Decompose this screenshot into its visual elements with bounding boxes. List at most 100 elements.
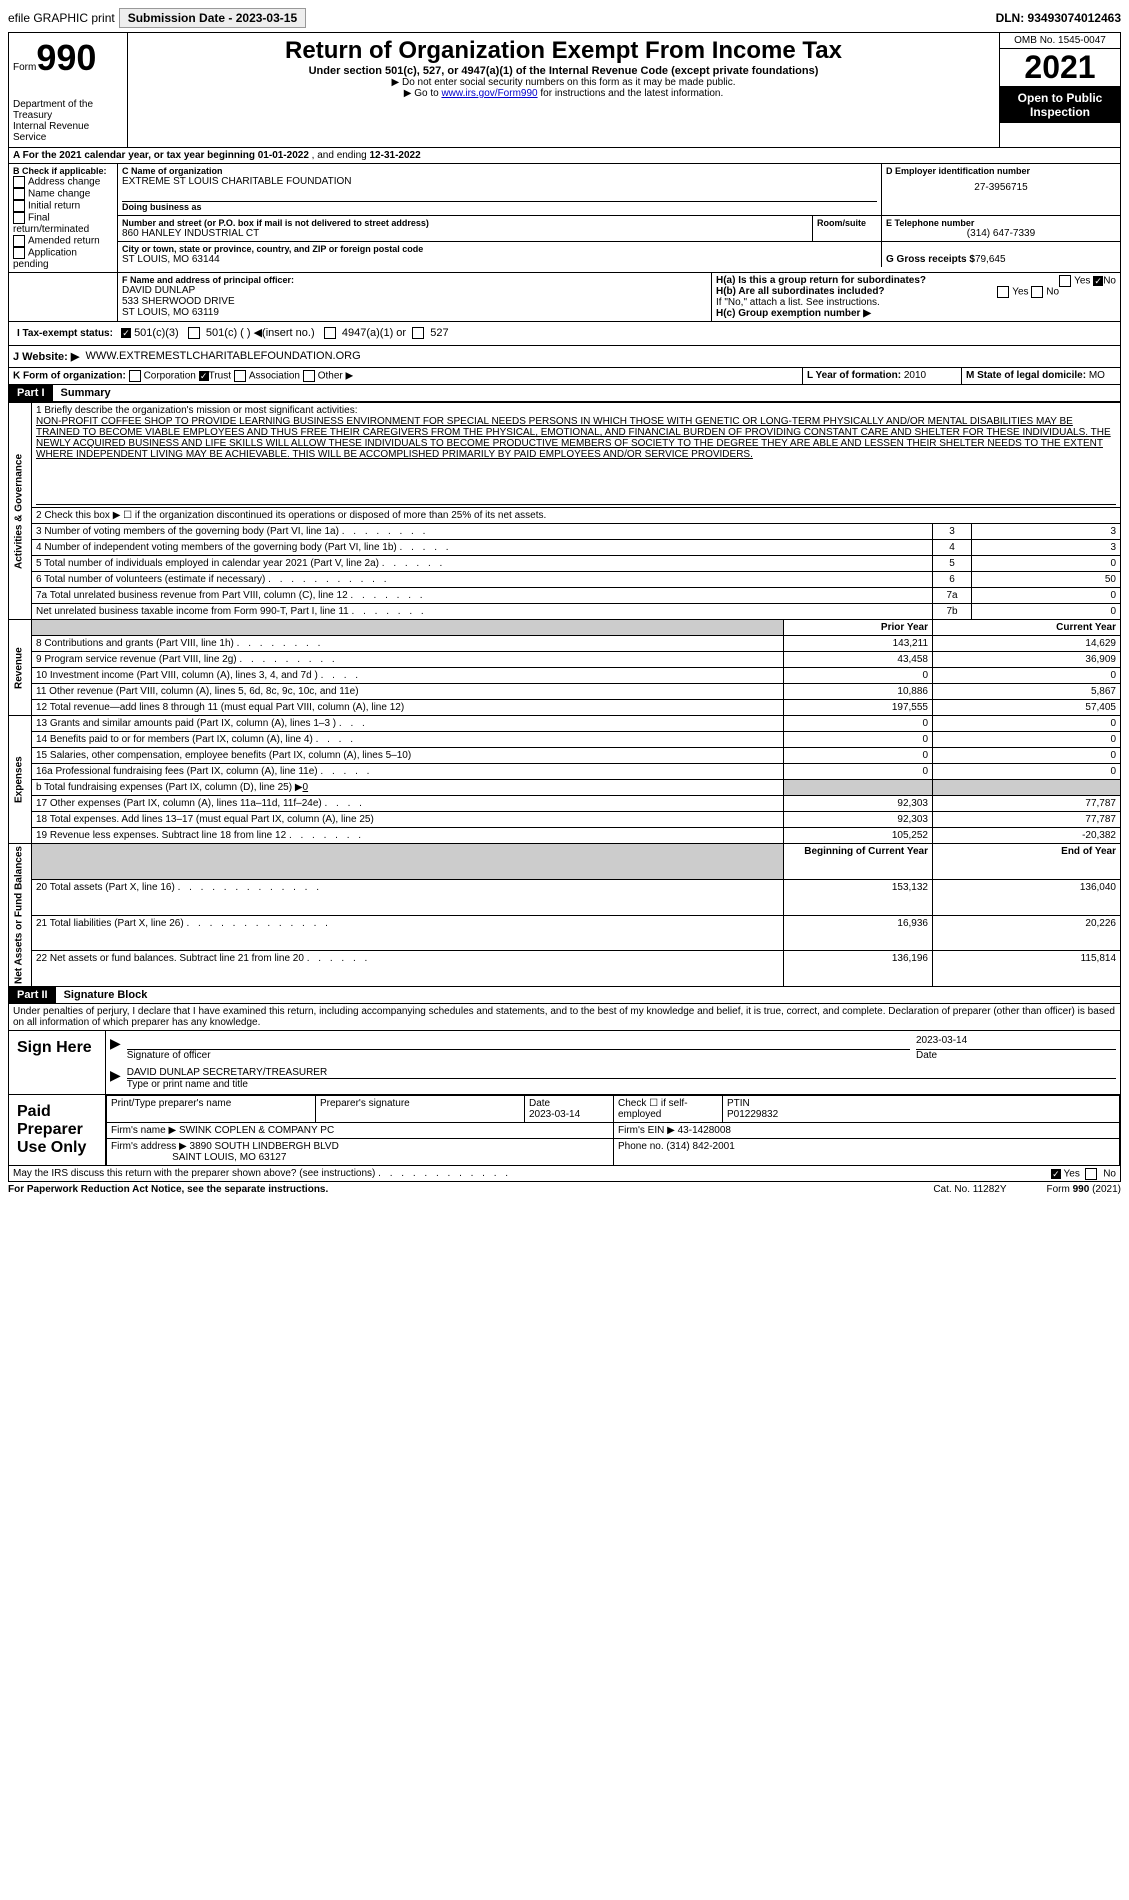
pra-notice: For Paperwork Reduction Act Notice, see … xyxy=(8,1184,328,1195)
box-c: C Name of organization EXTREME ST LOUIS … xyxy=(118,164,1120,272)
line12-cy: 57,405 xyxy=(933,700,1121,716)
subtitle-1: Under section 501(c), 527, or 4947(a)(1)… xyxy=(132,65,995,77)
section-klm: K Form of organization: Corporation ✓Tru… xyxy=(8,368,1121,385)
cb-final[interactable] xyxy=(13,212,25,224)
cb-assoc[interactable] xyxy=(234,370,246,382)
line15-py: 0 xyxy=(784,748,933,764)
end-date: 12-31-2022 xyxy=(370,150,421,161)
line18-cy: 77,787 xyxy=(933,812,1121,828)
f-label: F Name and address of principal officer: xyxy=(122,275,707,285)
opt-corp: Corporation xyxy=(144,371,196,382)
section-fh: F Name and address of principal officer:… xyxy=(8,273,1121,322)
cb-ha-no[interactable]: ✓ xyxy=(1093,276,1103,286)
cb-name-change[interactable] xyxy=(13,188,25,200)
e-label: E Telephone number xyxy=(886,218,1116,228)
line11-py: 10,886 xyxy=(784,684,933,700)
line21-py: 16,936 xyxy=(784,915,933,951)
cb-discuss-yes[interactable]: ✓ xyxy=(1051,1169,1061,1179)
line17-py: 92,303 xyxy=(784,796,933,812)
line3-val: 3 xyxy=(972,524,1121,540)
irs-label: Internal Revenue Service xyxy=(13,121,123,143)
line22-py: 136,196 xyxy=(784,951,933,987)
line5-num: 5 xyxy=(933,556,972,572)
k-label: K Form of organization: xyxy=(13,371,126,382)
cb-527[interactable] xyxy=(412,327,424,339)
officer-addr1: 533 SHERWOOD DRIVE xyxy=(122,296,707,307)
officer-sig-name: DAVID DUNLAP SECRETARY/TREASURER xyxy=(127,1067,1116,1079)
paid-preparer-label: Paid Preparer Use Only xyxy=(9,1095,105,1165)
form-990: 990 xyxy=(36,37,96,78)
firm-addr1: 3890 SOUTH LINDBERGH BLVD xyxy=(190,1141,339,1152)
opt-assoc: Association xyxy=(249,371,300,382)
room-label: Room/suite xyxy=(817,218,866,228)
signature-label: Signature of officer xyxy=(127,1050,910,1061)
line7a-text: 7a Total unrelated business revenue from… xyxy=(36,590,348,601)
summary-table: Activities & Governance 1 Briefly descri… xyxy=(8,402,1121,987)
irs-link[interactable]: www.irs.gov/Form990 xyxy=(441,88,537,99)
name-label: Type or print name and title xyxy=(127,1079,1116,1090)
j-label: J Website: ▶ xyxy=(13,350,79,363)
ein-label: Firm's EIN ▶ xyxy=(618,1125,675,1136)
line5-text: 5 Total number of individuals employed i… xyxy=(36,558,379,569)
line11-cy: 5,867 xyxy=(933,684,1121,700)
firm-addr-label: Firm's address ▶ xyxy=(111,1141,187,1152)
line21-text: 21 Total liabilities (Part X, line 26) xyxy=(36,918,184,929)
d-label: D Employer identification number xyxy=(886,166,1116,176)
cb-pending[interactable] xyxy=(13,247,25,259)
line7a-num: 7a xyxy=(933,588,972,604)
top-bar: efile GRAPHIC print Submission Date - 20… xyxy=(8,8,1121,28)
ein-value: 27-3956715 xyxy=(886,182,1116,193)
line14-cy: 0 xyxy=(933,732,1121,748)
side-expenses: Expenses xyxy=(9,716,32,844)
c-label: C Name of organization xyxy=(122,166,877,176)
line10-py: 0 xyxy=(784,668,933,684)
street-value: 860 HANLEY INDUSTRIAL CT xyxy=(122,228,808,239)
cb-501c3[interactable]: ✓ xyxy=(121,328,131,338)
form-number-block: Form990 Department of the Treasury Inter… xyxy=(9,33,128,147)
h-a: H(a) Is this a group return for subordin… xyxy=(716,275,1116,286)
cb-address-change[interactable] xyxy=(13,176,25,188)
cb-4947[interactable] xyxy=(324,327,336,339)
cb-hb-yes[interactable] xyxy=(997,286,1009,298)
date-label: Date xyxy=(916,1050,1116,1061)
col-current-year: Current Year xyxy=(933,620,1121,636)
efile-label: efile GRAPHIC print xyxy=(8,11,115,25)
firm-phone-label: Phone no. xyxy=(618,1141,664,1152)
cb-trust[interactable]: ✓ xyxy=(199,371,209,381)
cb-amended[interactable] xyxy=(13,235,25,247)
part1-header: Part I Summary xyxy=(8,385,1121,402)
form-word: Form xyxy=(13,62,36,73)
dba-label: Doing business as xyxy=(122,202,202,212)
cb-other[interactable] xyxy=(303,370,315,382)
perjury-text: Under penalties of perjury, I declare th… xyxy=(8,1004,1121,1031)
cb-hb-no[interactable] xyxy=(1031,286,1043,298)
firm-name: SWINK COPLEN & COMPANY PC xyxy=(179,1125,334,1136)
l-label: L Year of formation: xyxy=(807,370,901,381)
line4-text: 4 Number of independent voting members o… xyxy=(36,542,397,553)
line10-text: 10 Investment income (Part VIII, column … xyxy=(36,670,318,681)
arrow-icon: ▶ xyxy=(110,1067,121,1090)
line7b-num: 7b xyxy=(933,604,972,620)
sign-here-row: Sign Here ▶ Signature of officer 2023-03… xyxy=(8,1031,1121,1095)
summary-title: Summary xyxy=(53,387,111,399)
tax-year: 2021 xyxy=(1000,49,1120,87)
discuss-row: May the IRS discuss this return with the… xyxy=(8,1166,1121,1182)
firm-ein: 43-1428008 xyxy=(678,1125,731,1136)
cb-501c[interactable] xyxy=(188,327,200,339)
submission-date-button[interactable]: Submission Date - 2023-03-15 xyxy=(119,8,306,28)
line17-cy: 77,787 xyxy=(933,796,1121,812)
city-label: City or town, state or province, country… xyxy=(122,244,877,254)
line6-text: 6 Total number of volunteers (estimate i… xyxy=(36,574,265,585)
cb-initial[interactable] xyxy=(13,200,25,212)
paid-preparer-row: Paid Preparer Use Only Print/Type prepar… xyxy=(8,1095,1121,1166)
cb-discuss-no[interactable] xyxy=(1085,1168,1097,1180)
firm-addr2: SAINT LOUIS, MO 63127 xyxy=(172,1152,286,1163)
cb-corp[interactable] xyxy=(129,370,141,382)
opt-501c: 501(c) ( ) ◀(insert no.) xyxy=(206,327,315,339)
line9-cy: 36,909 xyxy=(933,652,1121,668)
opt-4947: 4947(a)(1) or xyxy=(342,327,406,339)
line6-val: 50 xyxy=(972,572,1121,588)
part1-label: Part I xyxy=(9,385,53,401)
line16a-text: 16a Professional fundraising fees (Part … xyxy=(36,766,318,777)
cb-ha-yes[interactable] xyxy=(1059,275,1071,287)
